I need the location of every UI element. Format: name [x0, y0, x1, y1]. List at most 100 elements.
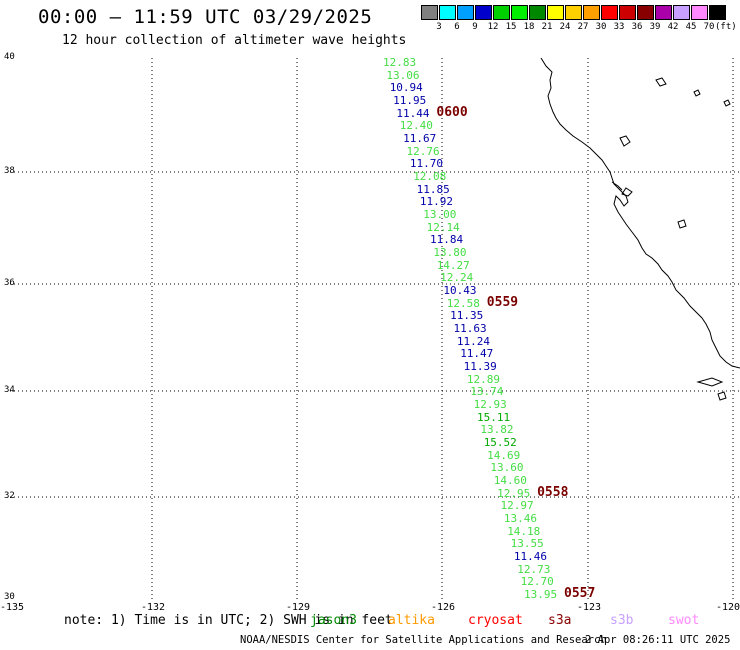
- scale-swatch: [673, 5, 690, 20]
- scale-label: 24: [559, 22, 571, 32]
- time-marker: 0557: [564, 586, 596, 601]
- wave-height-value: 11.70: [409, 157, 444, 171]
- lon-label: -126: [431, 602, 456, 613]
- wave-height-value: 11.44: [396, 106, 430, 120]
- wave-height-value: 14.27: [436, 258, 470, 272]
- scale-label: 45: [685, 22, 697, 32]
- wave-height-value: 15.11: [477, 410, 511, 424]
- wave-height-value: 11.85: [416, 182, 450, 196]
- scale-label: 70: [703, 22, 715, 32]
- wave-height-value: 12.40: [399, 119, 433, 133]
- wave-height-value: 13.46: [503, 512, 538, 525]
- scale-swatch: [421, 5, 438, 20]
- scale-swatch: [511, 5, 528, 20]
- wave-height-value: 12.58: [446, 296, 480, 310]
- wave-height-value: 12.83: [383, 56, 417, 69]
- scale-swatch: [691, 5, 708, 20]
- lat-label: 36: [4, 278, 15, 288]
- scale-swatch: [493, 5, 510, 20]
- wave-height-value: 11.39: [463, 360, 497, 373]
- scale-label: 15: [505, 22, 517, 32]
- chart-subtitle: 12 hour collection of altimeter wave hei…: [62, 33, 407, 48]
- footer-credit: NOAA/NESDIS Center for Satellite Applica…: [240, 634, 607, 646]
- wave-height-value: 11.63: [453, 322, 487, 335]
- scale-swatch: [619, 5, 636, 20]
- wave-height-value: 12.70: [520, 575, 554, 589]
- wave-height-value: 11.46: [513, 550, 548, 563]
- note-text: note: 1) Time is in UTC; 2) SWH is in fe…: [64, 613, 393, 628]
- lat-label: 40: [4, 52, 15, 62]
- chart-title: 00:00 – 11:59 UTC 03/29/2025: [38, 6, 373, 28]
- wave-height-value: 10.43: [443, 284, 477, 297]
- wave-height-value: 12.73: [517, 562, 551, 576]
- satellite-jason3: jason3: [310, 613, 357, 628]
- scale-label: 9: [472, 22, 478, 32]
- wave-height-value: 12.14: [426, 220, 460, 234]
- scale-label: 21: [541, 22, 553, 32]
- wave-height-value: 12.89: [466, 372, 501, 386]
- scale-label: 27: [577, 22, 589, 32]
- wave-height-value: 11.67: [403, 132, 437, 145]
- lon-label: -132: [141, 602, 166, 613]
- graticule: [10, 58, 740, 600]
- scale-label: 18: [523, 22, 535, 32]
- wave-height-value: 13.95: [524, 588, 558, 601]
- time-marker: 0600: [436, 104, 468, 120]
- wave-height-value: 12.93: [473, 398, 507, 411]
- wave-height-value: 11.84: [430, 233, 464, 247]
- scale-label: 39: [649, 22, 661, 32]
- lon-label: -120: [716, 602, 740, 613]
- scale-label: 6: [454, 22, 460, 32]
- lat-label: 34: [4, 385, 15, 395]
- generated-timestamp: 2 Apr 08:26:11 UTC 2025: [585, 634, 731, 646]
- wave-height-value: 13.74: [470, 385, 504, 399]
- scale-swatch: [583, 5, 600, 20]
- scale-swatch: [601, 5, 618, 20]
- wave-height-value: 12.76: [406, 144, 440, 158]
- lon-label: -135: [0, 602, 25, 613]
- time-marker: 0558: [537, 484, 569, 500]
- wave-height-value: 13.80: [433, 246, 467, 259]
- lon-label: -123: [577, 602, 602, 613]
- wave-height-value: 15.52: [483, 436, 517, 449]
- satellite-swot: swot: [668, 613, 700, 628]
- scale-label: 30: [595, 22, 607, 32]
- wave-height-value: 12.95: [497, 486, 531, 500]
- wave-height-value: 11.47: [460, 347, 494, 361]
- lat-label: 30: [4, 592, 15, 602]
- wave-height-value: 13.55: [510, 537, 544, 551]
- wave-height-value: 11.92: [419, 195, 454, 209]
- scale-swatch: [655, 5, 672, 20]
- scale-swatch: [709, 5, 726, 20]
- scale-label: 3: [436, 22, 442, 32]
- lat-label: 38: [4, 166, 15, 176]
- satellite-cryosat: cryosat: [468, 613, 523, 628]
- wave-height-value: 14.69: [487, 448, 521, 462]
- scale-swatch: [457, 5, 474, 20]
- wave-height-value: 14.18: [507, 524, 541, 538]
- scale-swatch: [547, 5, 564, 20]
- wave-height-value: 13.60: [490, 461, 524, 475]
- satellite-s3a: s3a: [548, 613, 572, 628]
- lat-label: 32: [4, 491, 15, 501]
- scale-label: 33: [613, 22, 625, 32]
- scale-label: 42: [667, 22, 679, 32]
- wave-height-value: 10.94: [389, 81, 423, 95]
- scale-swatch: [637, 5, 654, 20]
- scale-swatch: [475, 5, 492, 20]
- wave-height-value: 11.24: [456, 334, 491, 348]
- wave-height-value: 13.00: [423, 208, 457, 221]
- scale-swatch: [565, 5, 582, 20]
- wave-height-value: 12.97: [500, 499, 534, 513]
- wave-height-value: 12.24: [440, 271, 474, 285]
- wave-height-value: 13.82: [480, 423, 514, 437]
- scale-unit: (ft): [715, 22, 737, 32]
- scale-swatch: [439, 5, 456, 20]
- time-marker: 0559: [486, 294, 519, 310]
- satellite-altika: altika: [388, 613, 435, 628]
- wave-height-value: 11.95: [393, 94, 427, 107]
- scale-label: 36: [631, 22, 643, 32]
- lon-label: -129: [286, 602, 311, 613]
- scale-label: 12: [487, 22, 499, 32]
